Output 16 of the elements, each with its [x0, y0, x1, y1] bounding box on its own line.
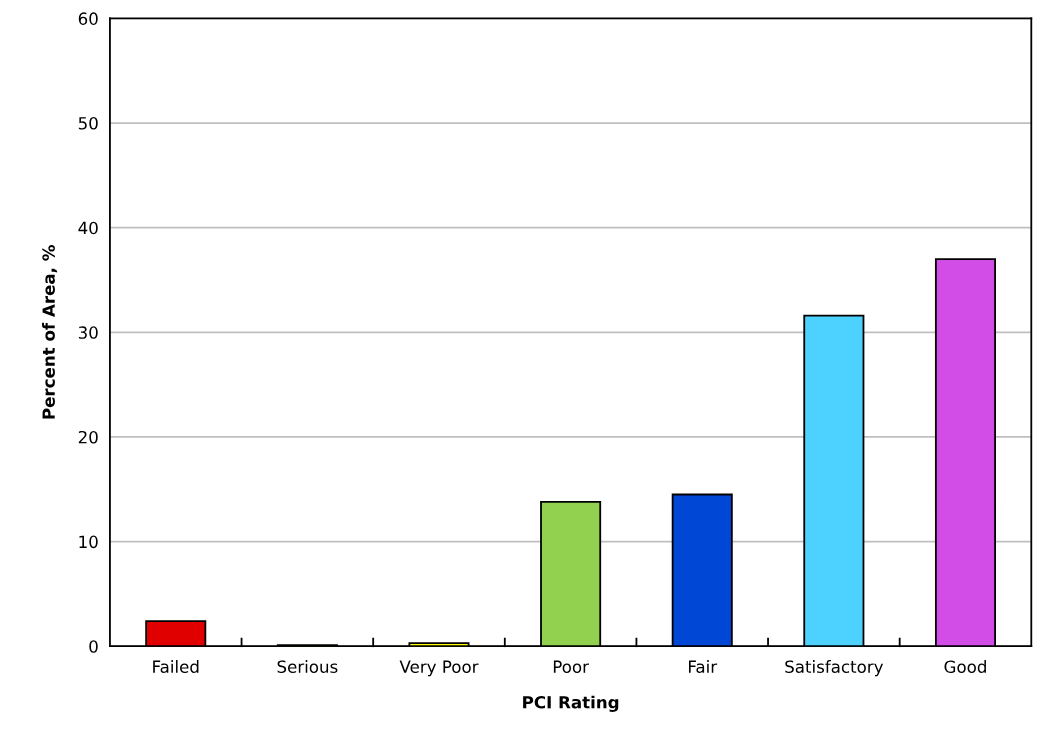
x-tick-label: Good	[944, 660, 986, 673]
y-tick-label: 40	[78, 221, 98, 235]
x-tick-label: Poor	[553, 660, 589, 673]
y-tick-label: 10	[79, 535, 98, 549]
x-tick-label: Serious	[277, 660, 338, 673]
x-tick-label: Satisfactory	[785, 660, 884, 677]
y-tick-label: 30	[78, 326, 98, 339]
x-axis-title: PCI Rating	[523, 695, 619, 712]
y-tick-label: 0	[89, 640, 98, 653]
x-tick-label: Fair	[688, 660, 718, 673]
y-tick-label: 60	[78, 12, 98, 25]
y-axis-title: Percent of Area, %	[42, 245, 58, 419]
y-tick-label: 20	[78, 430, 98, 444]
x-tick-label: Failed	[153, 660, 199, 673]
y-tick-label: 50	[78, 117, 98, 130]
x-tick-label: Very Poor	[399, 660, 479, 677]
